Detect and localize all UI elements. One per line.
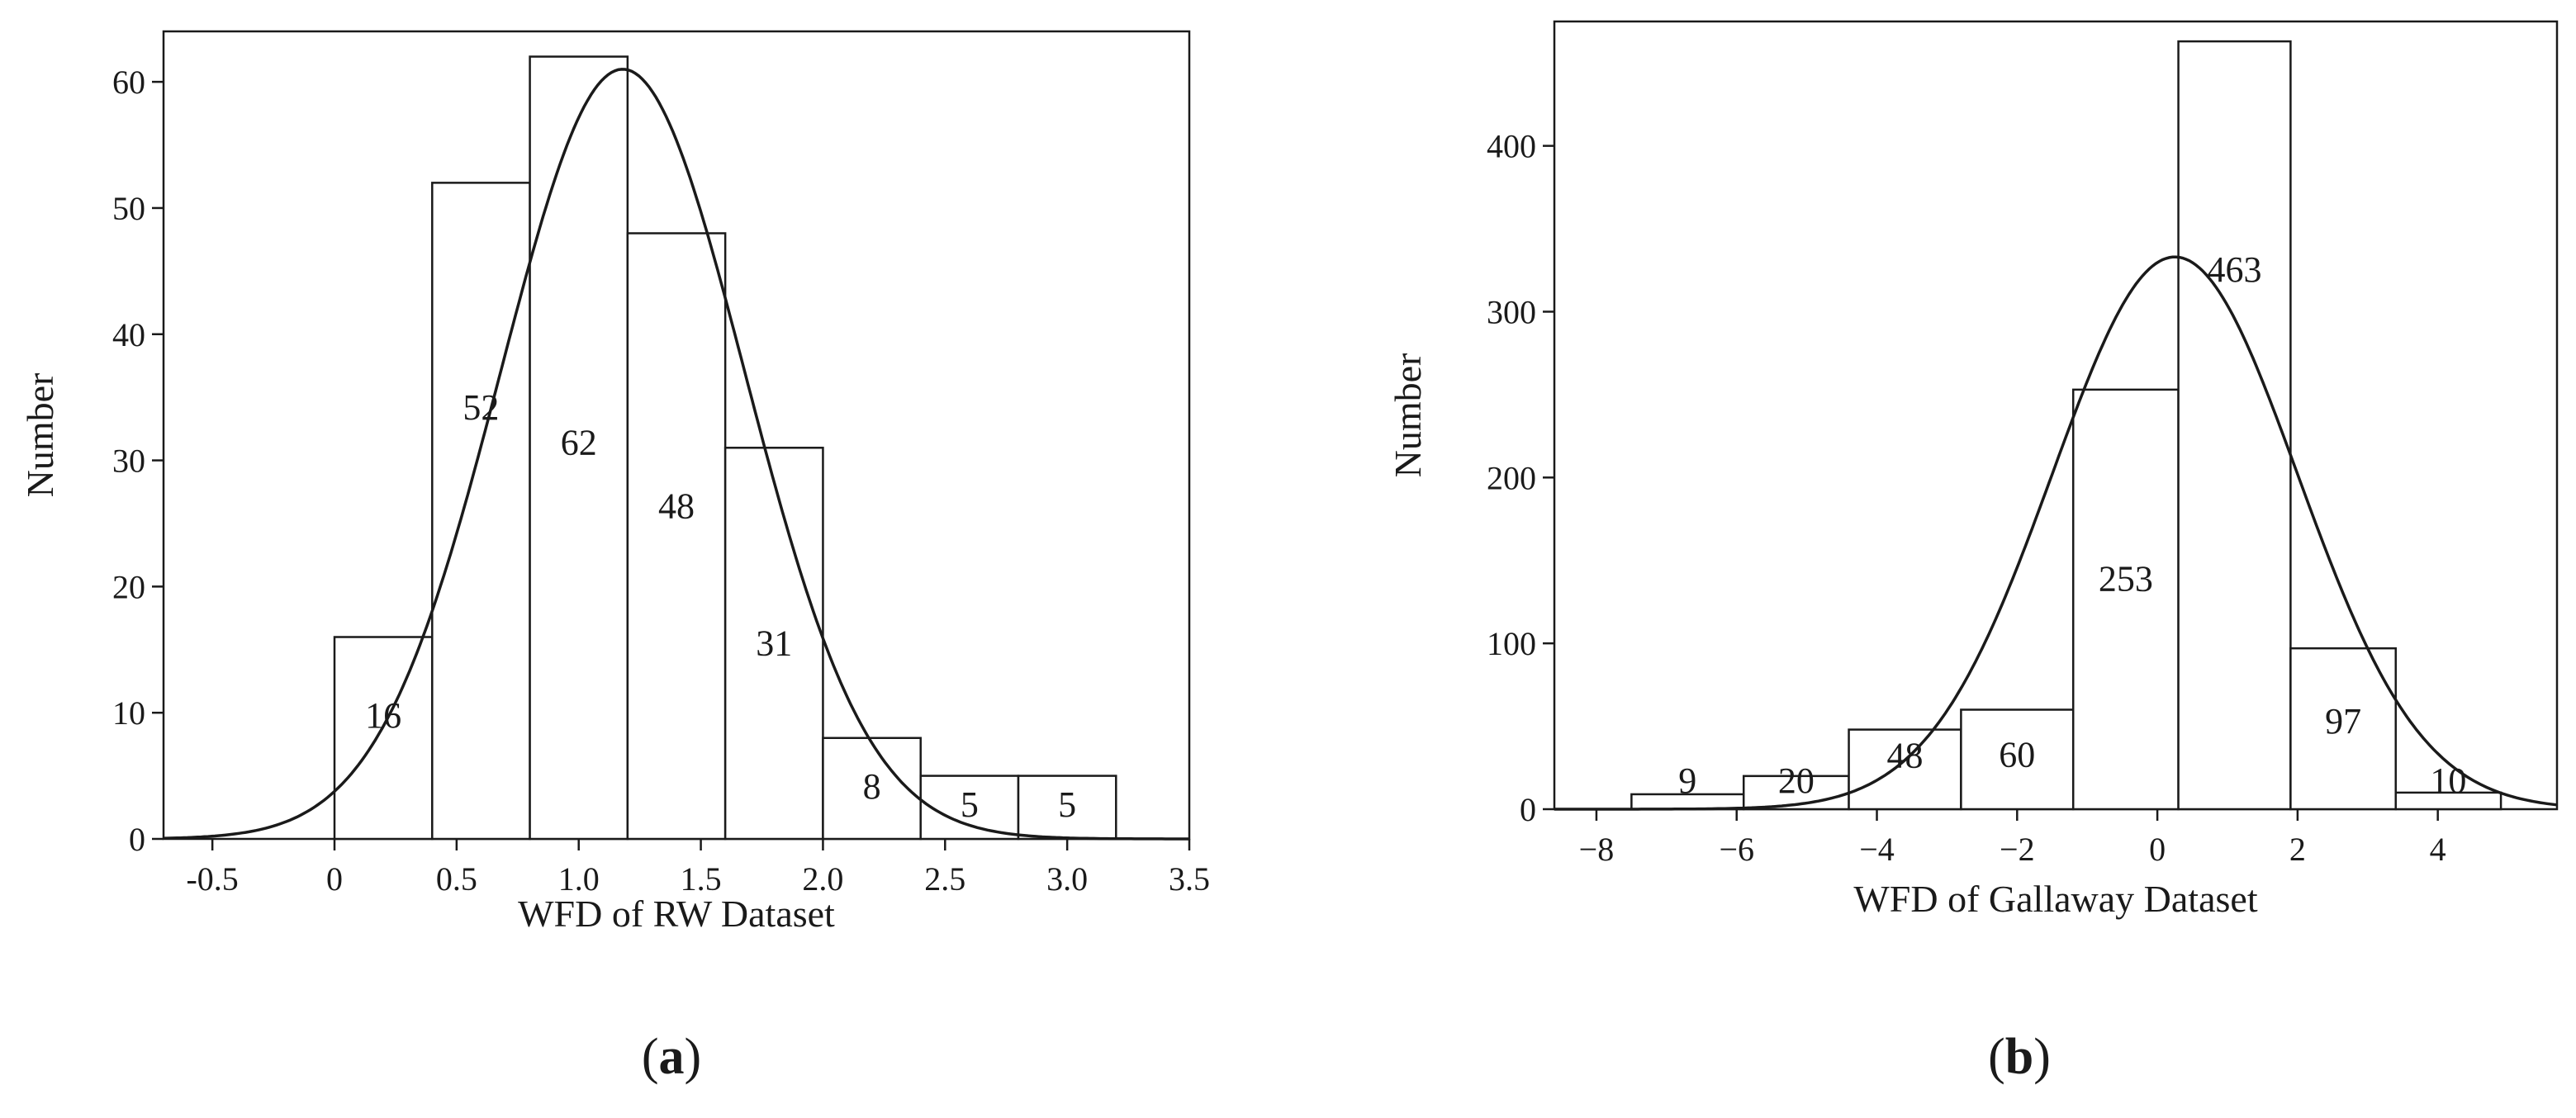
y-tick-label: 30 (112, 443, 145, 480)
y-axis-title: Number (1387, 353, 1429, 478)
histogram-bar (723, 447, 824, 841)
histogram-bar (2071, 388, 2180, 811)
bar-count-label: 52 (463, 387, 499, 428)
y-tick-label: 0 (129, 821, 145, 858)
histogram-bar (626, 232, 727, 841)
panel-label: (b) (1988, 1029, 2051, 1085)
bar-count-label: 9 (1678, 760, 1696, 801)
histogram-bar (2177, 40, 2292, 811)
bar-count-label: 16 (365, 695, 401, 736)
histogram-panel-a: 16 52 62 48 31 8 5 5 -0.5 0 0.5 1.0 1.5 2.0 2.5 3.0 3.5 0… (19, 30, 1210, 1085)
x-tick-label: 2.0 (802, 860, 843, 898)
x-tick-label: −6 (1719, 831, 1754, 868)
bar-count-label: 62 (561, 422, 597, 462)
y-tick-label: 40 (112, 316, 145, 353)
histogram-panel-b: 9 20 48 60 253 463 97 10 −8 −6 −4 −2 0 2 4 0 100 200 300 40… (1387, 20, 2559, 1085)
x-axis-title: WFD of RW Dataset (518, 893, 835, 935)
x-tick-label: 0 (2149, 831, 2166, 868)
panel-label-open: ( (1988, 1029, 2005, 1085)
histogram-bar (431, 182, 531, 841)
histogram-bar (333, 636, 434, 841)
histogram-bar (822, 737, 922, 841)
y-tick-label: 10 (112, 694, 145, 732)
y-tick-label: 50 (112, 190, 145, 227)
x-tick-label: −2 (2000, 831, 2035, 868)
x-tick-label: 1.0 (558, 860, 600, 898)
y-tick-label: 100 (1487, 625, 1536, 662)
x-tick-label: 4 (2430, 831, 2446, 868)
bar-count-label: 463 (2207, 249, 2261, 290)
x-tick-label: -0.5 (186, 860, 238, 898)
x-tick-label: 0 (326, 860, 343, 898)
x-tick-label: −4 (1859, 831, 1895, 868)
x-tick-label: 0.5 (436, 860, 477, 898)
panel-label: (a) (642, 1029, 701, 1085)
panel-label-close: ) (2033, 1029, 2051, 1085)
panel-label-close: ) (685, 1029, 702, 1085)
y-tick-label: 300 (1487, 293, 1536, 330)
y-tick-label: 60 (112, 64, 145, 101)
x-tick-label: 3.0 (1046, 860, 1088, 898)
y-axis-title: Number (19, 373, 61, 498)
bar-count-label: 5 (1058, 784, 1076, 825)
histogram-bar (919, 775, 1020, 841)
x-axis-title: WFD of Gallaway Dataset (1853, 878, 2257, 920)
bar-count-label: 48 (658, 486, 695, 527)
histogram-bar (2289, 647, 2397, 811)
normal-curve (1554, 255, 2558, 811)
bar-count-label: 97 (2325, 701, 2361, 741)
x-tick-label: −8 (1579, 831, 1615, 868)
bar-count-label: 253 (2099, 559, 2153, 599)
bar-count-label: 8 (863, 766, 881, 807)
bar-count-label: 20 (1778, 760, 1815, 801)
panel-label-letter: b (2005, 1029, 2033, 1085)
bar-count-label: 48 (1886, 736, 1923, 776)
bar-count-label: 60 (1999, 735, 2035, 775)
normal-curve (163, 68, 1189, 841)
y-tick-label: 20 (112, 568, 145, 605)
histogram-bar (529, 55, 629, 841)
x-tick-label: 3.5 (1169, 860, 1210, 898)
x-tick-label: 2 (2289, 831, 2306, 868)
panel-label-open: ( (642, 1029, 659, 1085)
bar-count-label: 10 (2430, 760, 2466, 801)
y-tick-label: 400 (1487, 128, 1536, 165)
histogram-bar (1960, 708, 2075, 811)
panel-label-letter: a (659, 1029, 685, 1085)
y-tick-label: 0 (1520, 791, 1536, 828)
bar-count-label: 5 (961, 784, 979, 825)
histogram-bar (1848, 728, 1962, 811)
x-tick-label: 2.5 (924, 860, 965, 898)
bar-count-label: 31 (756, 623, 792, 663)
histogram-bar (2394, 791, 2502, 811)
y-tick-label: 200 (1487, 459, 1536, 496)
x-tick-label: 1.5 (681, 860, 722, 898)
